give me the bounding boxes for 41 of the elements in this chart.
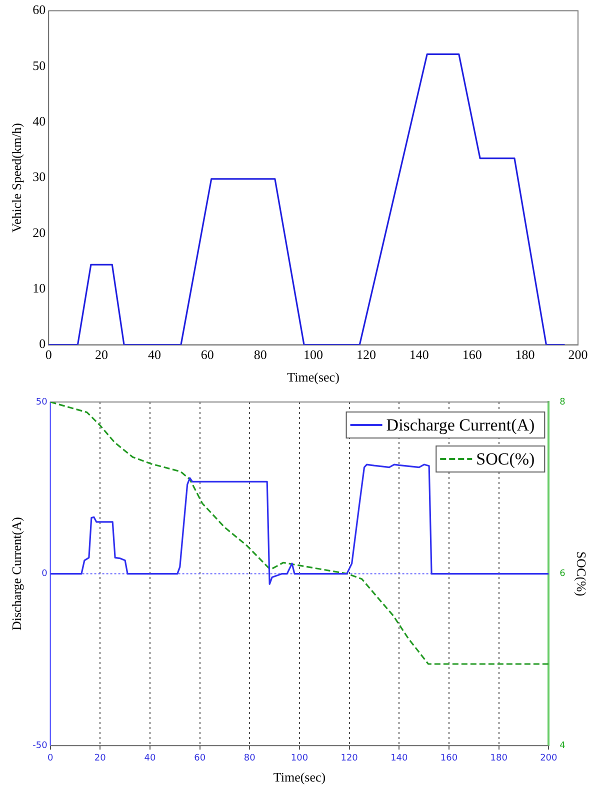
x-tick-label: 40	[148, 347, 161, 362]
y-tick-label: 30	[32, 169, 46, 184]
x-tick-label: 120	[356, 347, 376, 362]
y2-tick-label: 6	[560, 569, 566, 580]
y2-tick-label: 8	[560, 397, 566, 408]
y-tick-label: 20	[32, 224, 46, 240]
x-tick-label: 160	[440, 753, 458, 764]
x-tick-label: 100	[290, 753, 308, 764]
x-tick-label: 160	[462, 347, 482, 362]
y-tick-label: 0	[42, 569, 48, 580]
y2-axis-title: SOC(%)	[574, 551, 589, 596]
y-tick-label: 50	[32, 58, 46, 73]
y2-tick-label: 4	[560, 740, 566, 751]
x-tick-label: 20	[95, 347, 108, 362]
y-axis-title: Discharge Current(A)	[9, 517, 24, 631]
x-tick-label: 200	[568, 347, 588, 362]
x-tick-label: 200	[540, 753, 558, 764]
y-tick-label: 0	[39, 336, 46, 352]
x-tick-label: 180	[490, 753, 508, 764]
x-tick-label: 20	[94, 753, 106, 764]
x-tick-label: 140	[409, 347, 429, 362]
y-tick-label: 50	[36, 397, 48, 408]
y-axis-title: Vehicle Speed(km/h)	[9, 123, 24, 232]
y-tick-label: 40	[32, 114, 46, 129]
x-tick-label: 60	[200, 347, 214, 362]
x-tick-label: 180	[515, 347, 535, 362]
y-tick-label: 10	[32, 280, 46, 296]
x-tick-label: 80	[254, 347, 267, 362]
x-tick-label: 60	[194, 753, 206, 764]
x-axis-title: Time(sec)	[287, 370, 340, 385]
x-tick-label: 100	[304, 347, 324, 362]
x-tick-label: 80	[244, 753, 256, 764]
x-tick-label: 120	[340, 753, 358, 764]
legend-label: Discharge Current(A)	[386, 415, 535, 434]
x-tick-label: 140	[390, 753, 408, 764]
x-tick-label: 40	[144, 753, 156, 764]
legend-label: SOC(%)	[476, 449, 535, 468]
y-tick-label: 60	[32, 2, 46, 18]
line-series	[50, 402, 549, 665]
y-tick-label: -50	[32, 740, 48, 751]
x-axis-title: Time(sec)	[273, 770, 326, 785]
